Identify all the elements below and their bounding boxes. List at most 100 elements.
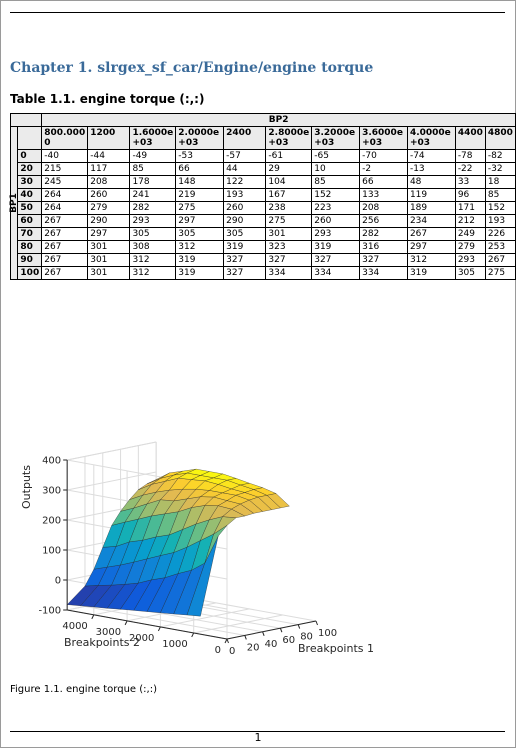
table-row-header: 30: [17, 175, 43, 189]
y-tick-label: 0: [215, 645, 221, 656]
z-tick-label: 100: [42, 546, 61, 557]
y-tick-mark: [124, 620, 128, 626]
table-cell: 208: [359, 201, 408, 215]
table-cell: 212: [454, 214, 486, 228]
table-cell: 327: [359, 253, 408, 267]
table-row-header: 100: [17, 266, 43, 280]
table-column-header: 2.0000e +03: [175, 126, 225, 150]
table-cell: 178: [129, 175, 177, 189]
axis-lines: [66, 460, 317, 640]
table-cell: 133: [359, 188, 408, 202]
x-tick-label: 20: [247, 642, 260, 653]
table-cell: 293: [311, 227, 361, 241]
table-cell: 152: [311, 188, 361, 202]
table-cell: 260: [223, 201, 267, 215]
table-cell: 48: [406, 175, 456, 189]
table-cell: 334: [311, 266, 361, 280]
table-cell: 66: [359, 175, 408, 189]
table-cell: 293: [454, 253, 486, 267]
table-cell: 305: [223, 227, 267, 241]
y-tick-label: 1000: [162, 639, 187, 650]
table-cell: 234: [406, 214, 456, 228]
table-corner: [9, 113, 43, 127]
table-row: 50 264 279 282 275 260 238 223 208 189 171 152: [11, 201, 516, 215]
table-cell: 305: [175, 227, 225, 241]
z-tick-label: 0: [55, 576, 61, 587]
y-axis-line: [67, 609, 228, 640]
table-cell: 312: [175, 240, 225, 254]
table-row-header: 90: [17, 253, 43, 267]
table-column-header: 2.8000e +03: [265, 126, 313, 150]
table-cell: 316: [359, 240, 408, 254]
table-column-header: 1200: [87, 126, 131, 150]
table-cell: 301: [87, 266, 131, 280]
table-cell: 215: [41, 162, 89, 176]
table-cell: -49: [129, 149, 177, 163]
z-tick-label: -100: [38, 606, 61, 617]
table-cell: 308: [129, 240, 177, 254]
table-cell: -61: [265, 149, 313, 163]
table-cell: 66: [175, 162, 225, 176]
table-cell: 167: [265, 188, 313, 202]
table-cell: 334: [359, 266, 408, 280]
x-tick-mark: [226, 638, 229, 644]
table-cell: 18: [484, 175, 516, 189]
table-cell: 312: [129, 253, 177, 267]
table-group-header-bp1: BP1: [9, 126, 20, 280]
table-cell: -40: [41, 149, 89, 163]
table-cell: 327: [223, 253, 267, 267]
table-cell: 253: [484, 240, 516, 254]
table-cell: 85: [484, 188, 516, 202]
table-cell: 319: [311, 240, 361, 254]
x-tick-label: 40: [265, 639, 278, 650]
table-cell: 275: [265, 214, 313, 228]
table-cell: 85: [311, 175, 361, 189]
bp1-label: BP1: [9, 193, 20, 213]
table-column-header: 3.6000e +03: [359, 126, 408, 150]
table-cell: 148: [175, 175, 225, 189]
table-row-header: 40: [17, 188, 43, 202]
table-cell: 171: [454, 201, 486, 215]
x-tick-mark: [297, 624, 301, 629]
table-cell: 282: [359, 227, 408, 241]
table-cell: 267: [41, 266, 89, 280]
y-tick-label: 3000: [96, 627, 121, 638]
y-tick-label: 2000: [129, 633, 154, 644]
table-cell: 245: [41, 175, 89, 189]
table-cell: 290: [223, 214, 267, 228]
y-tick-mark: [224, 638, 228, 644]
table-cell: 238: [265, 201, 313, 215]
table-cell: 267: [41, 214, 89, 228]
y-gridline: [160, 608, 250, 628]
y-axis-label: Breakpoints 2: [64, 636, 140, 649]
table-cell: 219: [175, 188, 225, 202]
table-row-header: 80: [17, 240, 43, 254]
table-row-header: 50: [17, 201, 43, 215]
table-cell: 119: [406, 188, 456, 202]
table-cell: 10: [311, 162, 361, 176]
header-rule: [10, 12, 505, 13]
y-tick-mark: [157, 626, 161, 632]
table-row: 0 -40 -44 -49 -53 -57 -61 -65 -70 -74 -78 -82: [11, 149, 516, 163]
table-cell: -44: [87, 149, 131, 163]
table-cell: 241: [129, 188, 177, 202]
table-cell: 327: [223, 266, 267, 280]
table-cell: 264: [41, 201, 89, 215]
table-cell: 249: [454, 227, 486, 241]
table-row-header: 70: [17, 227, 43, 241]
table-cell: 267: [406, 227, 456, 241]
table-cell: 122: [223, 175, 267, 189]
table-cell: 297: [87, 227, 131, 241]
table-row: 70 267 297 305 305 305 301 293 282 267 249 226: [11, 227, 516, 241]
engine-torque-table: BP2 BP1 800.000 0 1200 1.6000e +03 2.0000e +0…: [9, 113, 516, 280]
table-column-header: 4.0000e +03: [406, 126, 456, 150]
figure-caption: Figure 1.1. engine torque (:,:): [10, 684, 157, 695]
table-cell: -82: [484, 149, 516, 163]
table-cell: -53: [175, 149, 225, 163]
table-cell: 193: [223, 188, 267, 202]
table-cell: 267: [41, 227, 89, 241]
table-cell: -2: [359, 162, 408, 176]
table-cell: 312: [406, 253, 456, 267]
table-cell: 334: [265, 266, 313, 280]
